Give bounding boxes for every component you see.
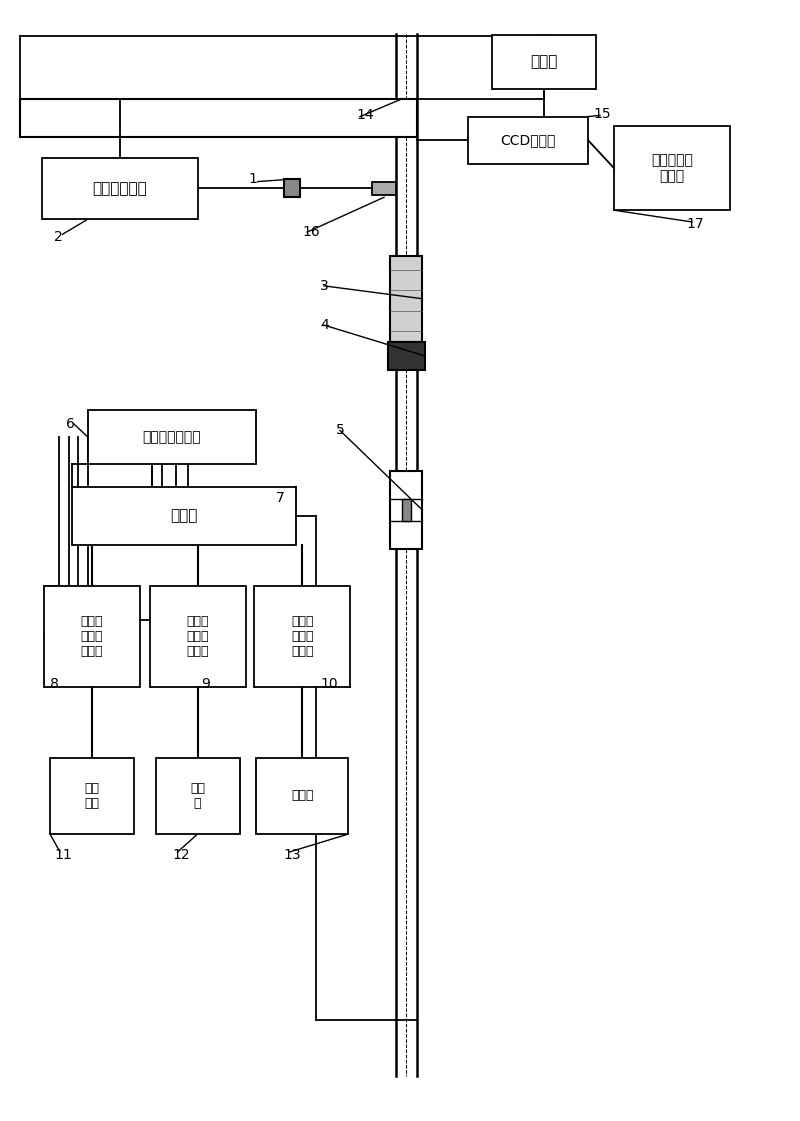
Text: 混气罐: 混气罐 xyxy=(170,508,198,524)
Text: 氮气质
量流量
控制器: 氮气质 量流量 控制器 xyxy=(291,615,314,658)
Bar xyxy=(284,179,300,197)
Text: 5: 5 xyxy=(336,424,345,437)
Bar xyxy=(72,487,296,545)
Text: 7: 7 xyxy=(276,491,285,504)
Text: 15: 15 xyxy=(594,108,611,121)
Text: 9: 9 xyxy=(202,677,210,691)
Text: 14: 14 xyxy=(356,109,374,122)
Bar xyxy=(614,127,730,211)
Text: 13: 13 xyxy=(283,849,301,862)
Text: 6: 6 xyxy=(66,417,75,430)
Text: 甲烷质
量流量
控制器: 甲烷质 量流量 控制器 xyxy=(81,615,103,658)
Text: 17: 17 xyxy=(686,217,704,231)
Bar xyxy=(150,586,246,687)
Text: 10: 10 xyxy=(320,677,338,691)
Text: 质量流量显示仪: 质量流量显示仪 xyxy=(142,430,202,444)
Text: 16: 16 xyxy=(302,225,320,239)
Bar xyxy=(42,157,198,219)
Text: 热电偶巡检仪: 热电偶巡检仪 xyxy=(93,180,147,196)
Text: 甲烷
气瓶: 甲烷 气瓶 xyxy=(85,782,99,809)
Text: 12: 12 xyxy=(172,849,190,862)
Bar xyxy=(390,471,422,549)
Bar xyxy=(468,117,588,164)
Text: 计算机: 计算机 xyxy=(530,54,558,70)
Bar xyxy=(44,586,140,687)
Bar xyxy=(492,35,596,89)
Bar xyxy=(388,342,425,370)
Bar xyxy=(254,586,350,687)
Text: 可调谐染料
激光器: 可调谐染料 激光器 xyxy=(651,154,693,183)
Text: 氧气质
量流量
控制器: 氧气质 量流量 控制器 xyxy=(186,615,209,658)
Text: 11: 11 xyxy=(54,849,72,862)
Bar xyxy=(372,182,396,195)
Text: 2: 2 xyxy=(54,230,63,243)
Text: 1: 1 xyxy=(248,173,257,186)
Text: 氮气瓶: 氮气瓶 xyxy=(291,789,314,803)
Text: 氧气
瓶: 氧气 瓶 xyxy=(190,782,205,809)
Text: 3: 3 xyxy=(320,279,329,293)
Bar xyxy=(50,758,134,834)
Bar xyxy=(390,256,422,342)
Bar xyxy=(402,499,411,521)
Bar xyxy=(155,758,240,834)
Bar xyxy=(20,99,417,137)
Text: 4: 4 xyxy=(320,318,329,332)
Text: CCD成像仪: CCD成像仪 xyxy=(500,133,556,147)
Bar xyxy=(256,758,349,834)
Bar xyxy=(88,410,256,464)
Text: 8: 8 xyxy=(50,677,58,691)
